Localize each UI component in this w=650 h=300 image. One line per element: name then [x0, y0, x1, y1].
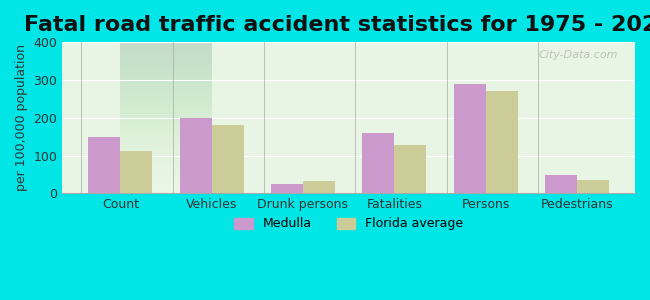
Text: City-Data.com: City-Data.com [538, 50, 617, 60]
Bar [395, 145, 426, 193]
Title: Fatal road traffic accident statistics for 1975 - 2021: Fatal road traffic accident statistics f… [24, 15, 650, 35]
Bar [545, 175, 577, 193]
Bar [179, 118, 212, 193]
Bar [303, 181, 335, 193]
Bar [212, 124, 244, 193]
Bar [362, 133, 395, 193]
Bar [271, 184, 303, 193]
Bar [120, 151, 152, 193]
Bar [486, 91, 517, 193]
Legend: Medulla, Florida average: Medulla, Florida average [229, 212, 469, 236]
Y-axis label: per 100,000 population: per 100,000 population [15, 44, 28, 191]
Bar [577, 180, 609, 193]
Bar [88, 136, 120, 193]
Bar [454, 84, 486, 193]
